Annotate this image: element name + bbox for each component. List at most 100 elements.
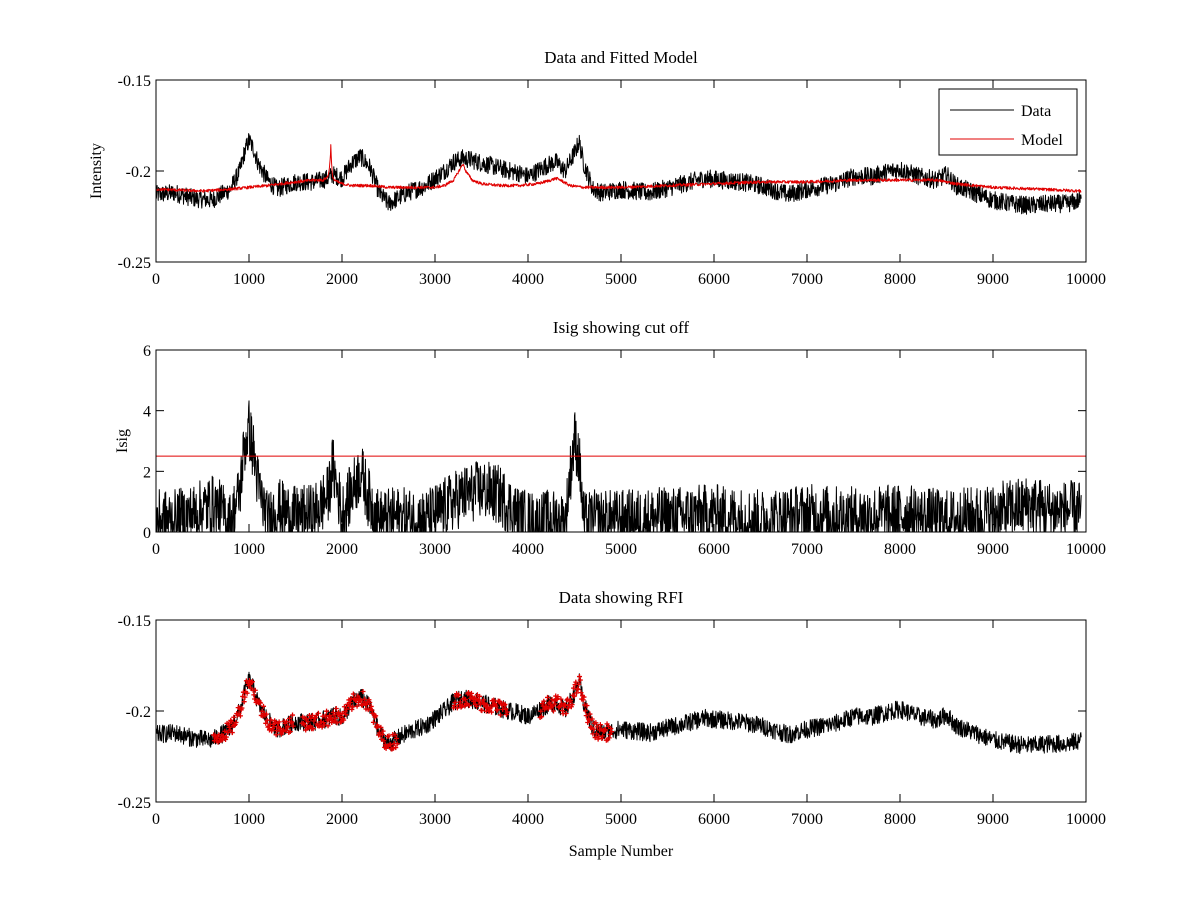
rfi-point [393, 745, 399, 751]
rfi-point [277, 725, 283, 731]
rfi-point [545, 706, 551, 712]
rfi-point [244, 690, 250, 696]
x-tick-label: 10000 [1066, 811, 1106, 828]
y-tick-label: 6 [143, 343, 151, 360]
x-tick-label: 6000 [698, 541, 730, 558]
x-tick-label: 2000 [326, 271, 358, 288]
rfi-point [307, 723, 313, 729]
rfi-point [565, 705, 571, 711]
panel-isig-showing-cut-off: Isig showing cut off Isig 0 1000 2000 3000 4… [114, 318, 1106, 558]
rfi-point [558, 696, 564, 702]
rfi-point [265, 724, 271, 730]
rfi-point [463, 700, 469, 706]
series-layer [155, 671, 1082, 754]
rfi-point [308, 715, 314, 721]
rfi-point [538, 708, 544, 714]
y-tick-label: -0.2 [126, 704, 151, 721]
rfi-point [468, 690, 474, 696]
rfi-point [553, 696, 559, 702]
rfi-point [258, 700, 264, 706]
ticks-layer: 0 1000 2000 3000 4000 5000 6000 7000 8000 9000 100… [143, 343, 1106, 558]
rfi-point [477, 693, 483, 699]
panel-title: Isig showing cut off [553, 318, 689, 337]
rfi-point [502, 701, 508, 707]
series-line-data [155, 671, 1082, 754]
rfi-point [606, 735, 612, 741]
rfi-point [273, 732, 279, 738]
rfi-point [586, 717, 592, 723]
rfi-point [571, 685, 577, 691]
rfi-point [227, 727, 233, 733]
rfi-point [474, 703, 480, 709]
rfi-point [222, 728, 228, 734]
rfi-point [311, 718, 317, 724]
ticks-layer: 0 1000 2000 3000 4000 5000 6000 7000 8000 9000 100… [118, 613, 1106, 828]
rfi-point [466, 702, 472, 708]
rfi-point [332, 715, 338, 721]
rfi-point [373, 713, 379, 719]
y-tick-label: -0.15 [118, 613, 151, 630]
rfi-point [339, 710, 345, 716]
x-tick-label: 3000 [419, 541, 451, 558]
rfi-point [597, 722, 603, 728]
x-tick-label: 8000 [884, 811, 916, 828]
rfi-point [545, 694, 551, 700]
rfi-point [571, 693, 577, 699]
rfi-point [338, 719, 344, 725]
rfi-point [454, 705, 460, 711]
rfi-point [350, 704, 356, 710]
rfi-point [607, 731, 613, 737]
rfi-point [287, 715, 293, 721]
rfi-point [451, 703, 457, 709]
rfi-point [588, 724, 594, 730]
rfi-point [392, 732, 398, 738]
rfi-point [484, 702, 490, 708]
rfi-point [239, 705, 245, 711]
rfi-point [581, 694, 587, 700]
series-line-isig [155, 400, 1082, 533]
rfi-point [584, 703, 590, 709]
rfi-point [493, 703, 499, 709]
rfi-point [573, 679, 579, 685]
x-tick-label: 1000 [233, 271, 265, 288]
x-tick-label: 1000 [233, 811, 265, 828]
x-tick-label: 0 [152, 811, 160, 828]
rfi-point [591, 726, 597, 732]
panel-data-showing-rfi: Data showing RFI Sample Number 0 1000 2000… [118, 588, 1106, 860]
ticks-layer: 0 1000 2000 3000 4000 5000 6000 7000 8000 9000 100… [118, 73, 1106, 288]
rfi-point [288, 720, 294, 726]
rfi-point [301, 722, 307, 728]
rfi-point [233, 719, 239, 725]
rfi-point [552, 701, 558, 707]
rfi-point [585, 719, 591, 725]
rfi-point [349, 706, 355, 712]
rfi-point [563, 711, 569, 717]
rfi-point [463, 696, 469, 702]
x-tick-label: 2000 [326, 541, 358, 558]
rfi-point [284, 719, 290, 725]
rfi-point [587, 711, 593, 717]
rfi-point [341, 717, 347, 723]
rfi-point [325, 723, 331, 729]
rfi-point [303, 716, 309, 722]
x-tick-label: 9000 [977, 271, 1009, 288]
rfi-point [263, 720, 269, 726]
rfi-point [379, 732, 385, 738]
rfi-point [334, 720, 340, 726]
rfi-point [231, 714, 237, 720]
rfi-point [567, 698, 573, 704]
rfi-point [226, 724, 232, 730]
axes-box [155, 619, 1087, 803]
rfi-point [350, 691, 356, 697]
rfi-point [347, 700, 353, 706]
rfi-point [582, 708, 588, 714]
rfi-point [229, 719, 235, 725]
rfi-point [252, 687, 258, 693]
x-tick-label: 4000 [512, 811, 544, 828]
axes-box [155, 349, 1087, 533]
rfi-point [280, 728, 286, 734]
x-tick-label: 8000 [884, 541, 916, 558]
rfi-point [541, 698, 547, 704]
rfi-point [594, 731, 600, 737]
